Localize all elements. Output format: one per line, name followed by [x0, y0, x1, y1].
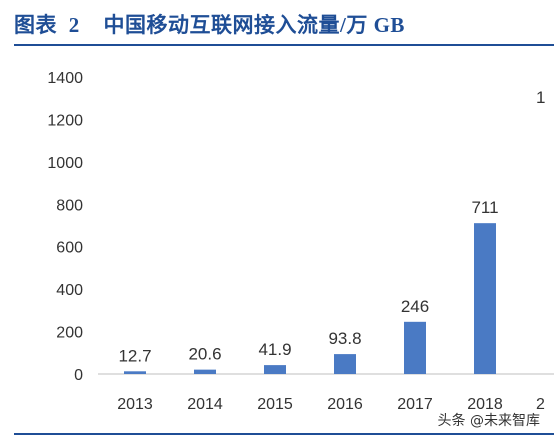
y-tick-label: 200: [56, 325, 83, 342]
y-tick-label: 0: [74, 367, 83, 384]
bar: [264, 365, 286, 374]
bar: [124, 371, 146, 374]
x-tick-label: 2017: [397, 396, 433, 413]
figure-number: 2: [68, 13, 80, 37]
bar: [404, 321, 426, 374]
x-tick-label-cropped: 2: [536, 396, 545, 413]
figure-title: 图表 2 中国移动互联网接入流量/万 GB: [14, 9, 405, 39]
y-tick-label: 1200: [47, 112, 83, 129]
x-tick-label: 2016: [327, 396, 363, 413]
x-tick-label: 2014: [187, 396, 223, 413]
bar: [334, 354, 356, 374]
figure-label: 图表: [14, 13, 57, 37]
y-tick-label: 1000: [47, 155, 83, 172]
data-label: 20.6: [188, 345, 221, 364]
bar: [194, 369, 216, 374]
watermark: 头条 @未来智库: [433, 409, 544, 431]
data-label: 246: [401, 297, 429, 316]
x-tick-label: 2018: [467, 396, 503, 413]
x-tick-label: 2013: [117, 396, 153, 413]
y-tick-label: 400: [56, 282, 83, 299]
data-label: 12.7: [118, 346, 151, 365]
data-label: 711: [471, 198, 498, 217]
x-tick-label: 2015: [257, 396, 293, 413]
data-label: 41.9: [258, 340, 291, 359]
header-rule: [14, 44, 554, 46]
footer-rule: [14, 433, 554, 435]
y-tick-label: 800: [56, 197, 83, 214]
bar: [474, 223, 496, 374]
y-tick-label: 1400: [47, 70, 83, 87]
figure-title-text: 中国移动互联网接入流量/万 GB: [103, 13, 405, 37]
data-label: 93.8: [328, 329, 361, 348]
y-tick-label: 600: [56, 240, 83, 257]
figure-header: 图表 2 中国移动互联网接入流量/万 GB: [0, 0, 554, 44]
data-label-cropped: 1: [536, 88, 545, 107]
